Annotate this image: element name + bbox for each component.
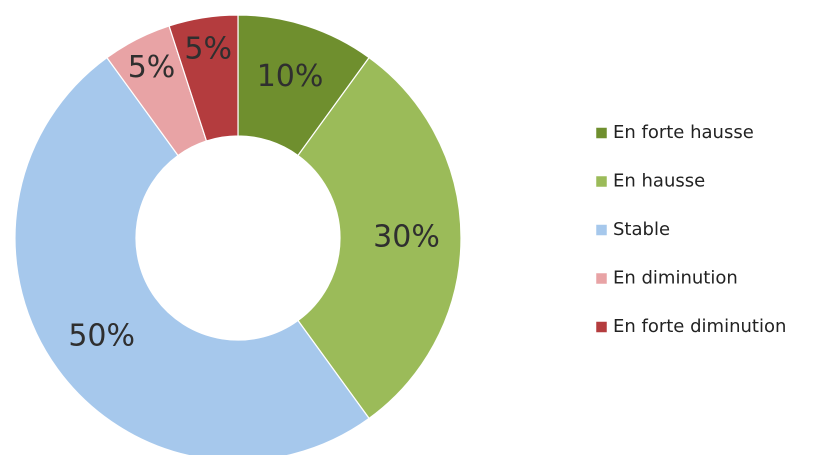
legend-label-en-forte-diminution: En forte diminution bbox=[613, 316, 786, 337]
slice-label-en-forte-diminution: 5% bbox=[184, 31, 232, 66]
slice-label-en-forte-hausse: 10% bbox=[257, 59, 324, 94]
slice-label-stable: 50% bbox=[68, 319, 135, 354]
slice-en-forte-diminution bbox=[168, 14, 239, 142]
legend-swatch-en-forte-hausse bbox=[595, 127, 608, 139]
slice-stable bbox=[14, 56, 370, 460]
legend-swatch-stable bbox=[595, 224, 608, 236]
chart-legend: En forte hausse En hausse Stable En diminut… bbox=[595, 122, 786, 337]
slice-label-en-diminution: 5% bbox=[128, 50, 176, 85]
legend-label-en-forte-hausse: En forte hausse bbox=[613, 122, 754, 143]
slice-en-hausse bbox=[297, 56, 462, 420]
slice-label-en-hausse: 30% bbox=[373, 220, 440, 255]
legend-label-stable: Stable bbox=[613, 219, 670, 240]
legend-label-en-diminution: En diminution bbox=[613, 268, 738, 289]
donut-slices bbox=[14, 14, 462, 460]
legend-swatch-en-diminution bbox=[595, 272, 608, 285]
legend-label-en-hausse: En hausse bbox=[613, 171, 705, 192]
legend-swatch-en-forte-diminution bbox=[595, 321, 608, 333]
legend-swatch-en-hausse bbox=[595, 175, 608, 188]
slice-labels: 10% 30% 50% 5%5% bbox=[68, 31, 440, 353]
